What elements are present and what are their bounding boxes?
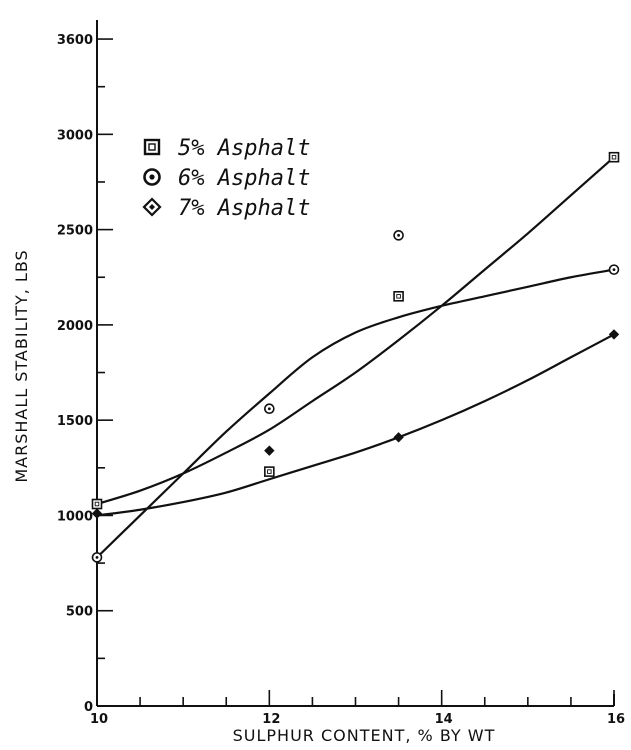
point-6-asphalt-dot [397, 233, 400, 237]
point-5-asphalt [264, 466, 275, 477]
y-tick-label: 2500 [57, 224, 93, 239]
point-5-asphalt [91, 498, 103, 510]
point-5-asphalt-inner [396, 294, 401, 299]
curve-6-asphalt [96, 268, 615, 559]
point-7-asphalt [608, 329, 620, 340]
fit-curves [96, 156, 615, 559]
legend-marker-inner-6-asphalt [149, 174, 155, 180]
point-5-asphalt-inner [94, 501, 100, 507]
point-5-asphalt-inner [267, 469, 272, 474]
legend-marker-5-asphalt [143, 138, 161, 156]
point-5-asphalt-inner [611, 154, 617, 160]
point-6-asphalt-dot [612, 268, 616, 272]
x-axis-title: SULPHUR CONTENT, % BY WT [233, 726, 496, 745]
point-5-asphalt [608, 151, 620, 163]
y-tick-label: 1000 [57, 509, 93, 524]
y-tick-label: 1500 [57, 414, 93, 429]
axis-ticks [96, 38, 615, 707]
x-tick-label: 10 [90, 712, 108, 727]
y-tick-label: 2000 [57, 319, 93, 334]
legend-label-7-asphalt: 7% Asphalt [178, 196, 310, 221]
legend: 5% Asphalt 6% Asphalt 7% Asphalt [142, 136, 310, 221]
legend-label-6-asphalt: 6% Asphalt [178, 166, 310, 191]
legend-label-5-asphalt: 5% Asphalt [178, 136, 310, 161]
x-tick-label: 12 [262, 712, 280, 727]
point-7-asphalt [91, 508, 103, 519]
y-axis-title: MARSHALL STABILITY, LBS [12, 249, 31, 482]
point-5-asphalt [393, 291, 404, 302]
plot-frame [96, 20, 615, 707]
point-7-asphalt [264, 445, 275, 456]
x-tick-label: 16 [607, 712, 625, 727]
point-6-asphalt-dot [267, 407, 271, 411]
point-6-asphalt-dot [95, 555, 99, 559]
curve-7-asphalt [96, 333, 615, 517]
y-tick-label: 500 [66, 605, 93, 620]
legend-marker-inner-5-asphalt [148, 143, 156, 151]
data-points [91, 151, 620, 563]
legend-marker-inner-7-asphalt [149, 204, 155, 210]
x-tick-label: 14 [435, 712, 453, 727]
tick-labels: 0 500 1000 1500 2000 2500 3000 3600 10 12 14 16 [57, 33, 625, 727]
y-tick-label: 3000 [57, 128, 93, 143]
y-tick-label: 3600 [57, 33, 93, 48]
point-7-asphalt [393, 432, 404, 443]
y-tick-label: 0 [84, 700, 93, 715]
